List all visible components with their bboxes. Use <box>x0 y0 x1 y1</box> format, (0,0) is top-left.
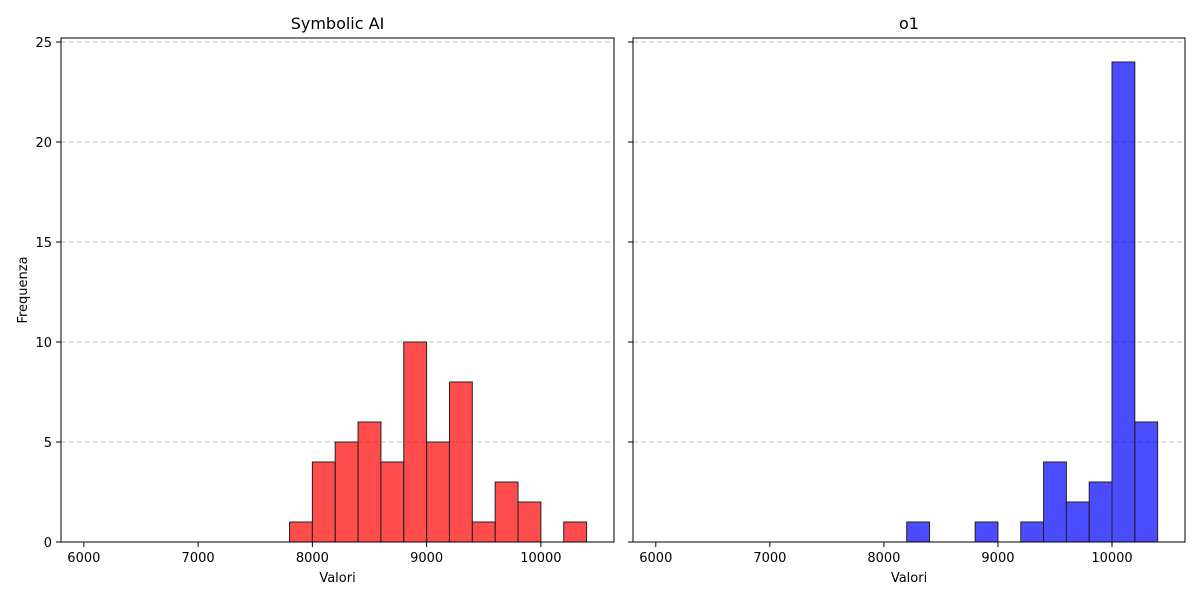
histogram-bar <box>426 441 450 543</box>
histogram-bar <box>380 461 405 543</box>
histogram-bar <box>517 501 542 543</box>
x-tick-label: 10000 <box>520 551 561 566</box>
x-tick-label: 6000 <box>67 551 100 566</box>
x-axis-label: Valori <box>891 571 927 586</box>
y-tick-label: 15 <box>35 236 52 251</box>
y-tick-label: 20 <box>35 136 52 151</box>
histogram-bar <box>1111 61 1136 543</box>
histogram-bar <box>403 341 428 543</box>
histogram-bar <box>448 381 473 543</box>
histogram-bar <box>1020 521 1045 543</box>
panel-title: Symbolic AI <box>291 14 385 33</box>
histogram-bar <box>289 521 313 543</box>
histogram-bar <box>1134 421 1159 543</box>
x-tick-label: 8000 <box>867 551 900 566</box>
histogram-bar <box>974 521 999 543</box>
histogram-bar <box>563 521 588 543</box>
y-axis-label: Frequenza <box>16 256 31 323</box>
histogram-bar <box>357 421 382 543</box>
histogram-bar <box>1043 461 1067 543</box>
plot-area: 6000 7000 8000 9000 10000 0 5 10 15 20 25 <box>35 36 615 566</box>
panel-title: o1 <box>899 14 919 33</box>
y-tick-label: 25 <box>35 36 52 51</box>
histogram-bar <box>334 441 359 543</box>
x-tick-label: 9000 <box>981 551 1014 566</box>
histogram-bar <box>494 481 519 543</box>
panel-o1: 6000 7000 8000 9000 10000 o1 Valori <box>628 14 1186 586</box>
y-tick-label: 5 <box>44 436 52 451</box>
panel-symbolic-ai: 6000 7000 8000 9000 10000 0 5 10 15 20 25 Symbolic… <box>16 14 615 586</box>
histogram-bar <box>1065 501 1090 543</box>
x-tick-label: 7000 <box>182 551 215 566</box>
x-tick-label: 8000 <box>296 551 329 566</box>
histogram-bar <box>1088 481 1113 543</box>
x-tick-label: 9000 <box>410 551 443 566</box>
y-tick-label: 10 <box>35 336 52 351</box>
plot-area: 6000 7000 8000 9000 10000 <box>628 37 1186 566</box>
histogram-bar <box>906 521 931 543</box>
x-axis-label: Valori <box>319 571 355 586</box>
x-tick-label: 10000 <box>1091 551 1132 566</box>
y-tick-label: 0 <box>44 536 52 551</box>
axes-frame <box>632 37 1186 543</box>
x-tick-label: 6000 <box>639 551 672 566</box>
axes-frame <box>60 37 615 543</box>
histogram-bar <box>471 521 496 543</box>
histogram-bar <box>311 461 336 543</box>
x-tick-label: 7000 <box>753 551 786 566</box>
